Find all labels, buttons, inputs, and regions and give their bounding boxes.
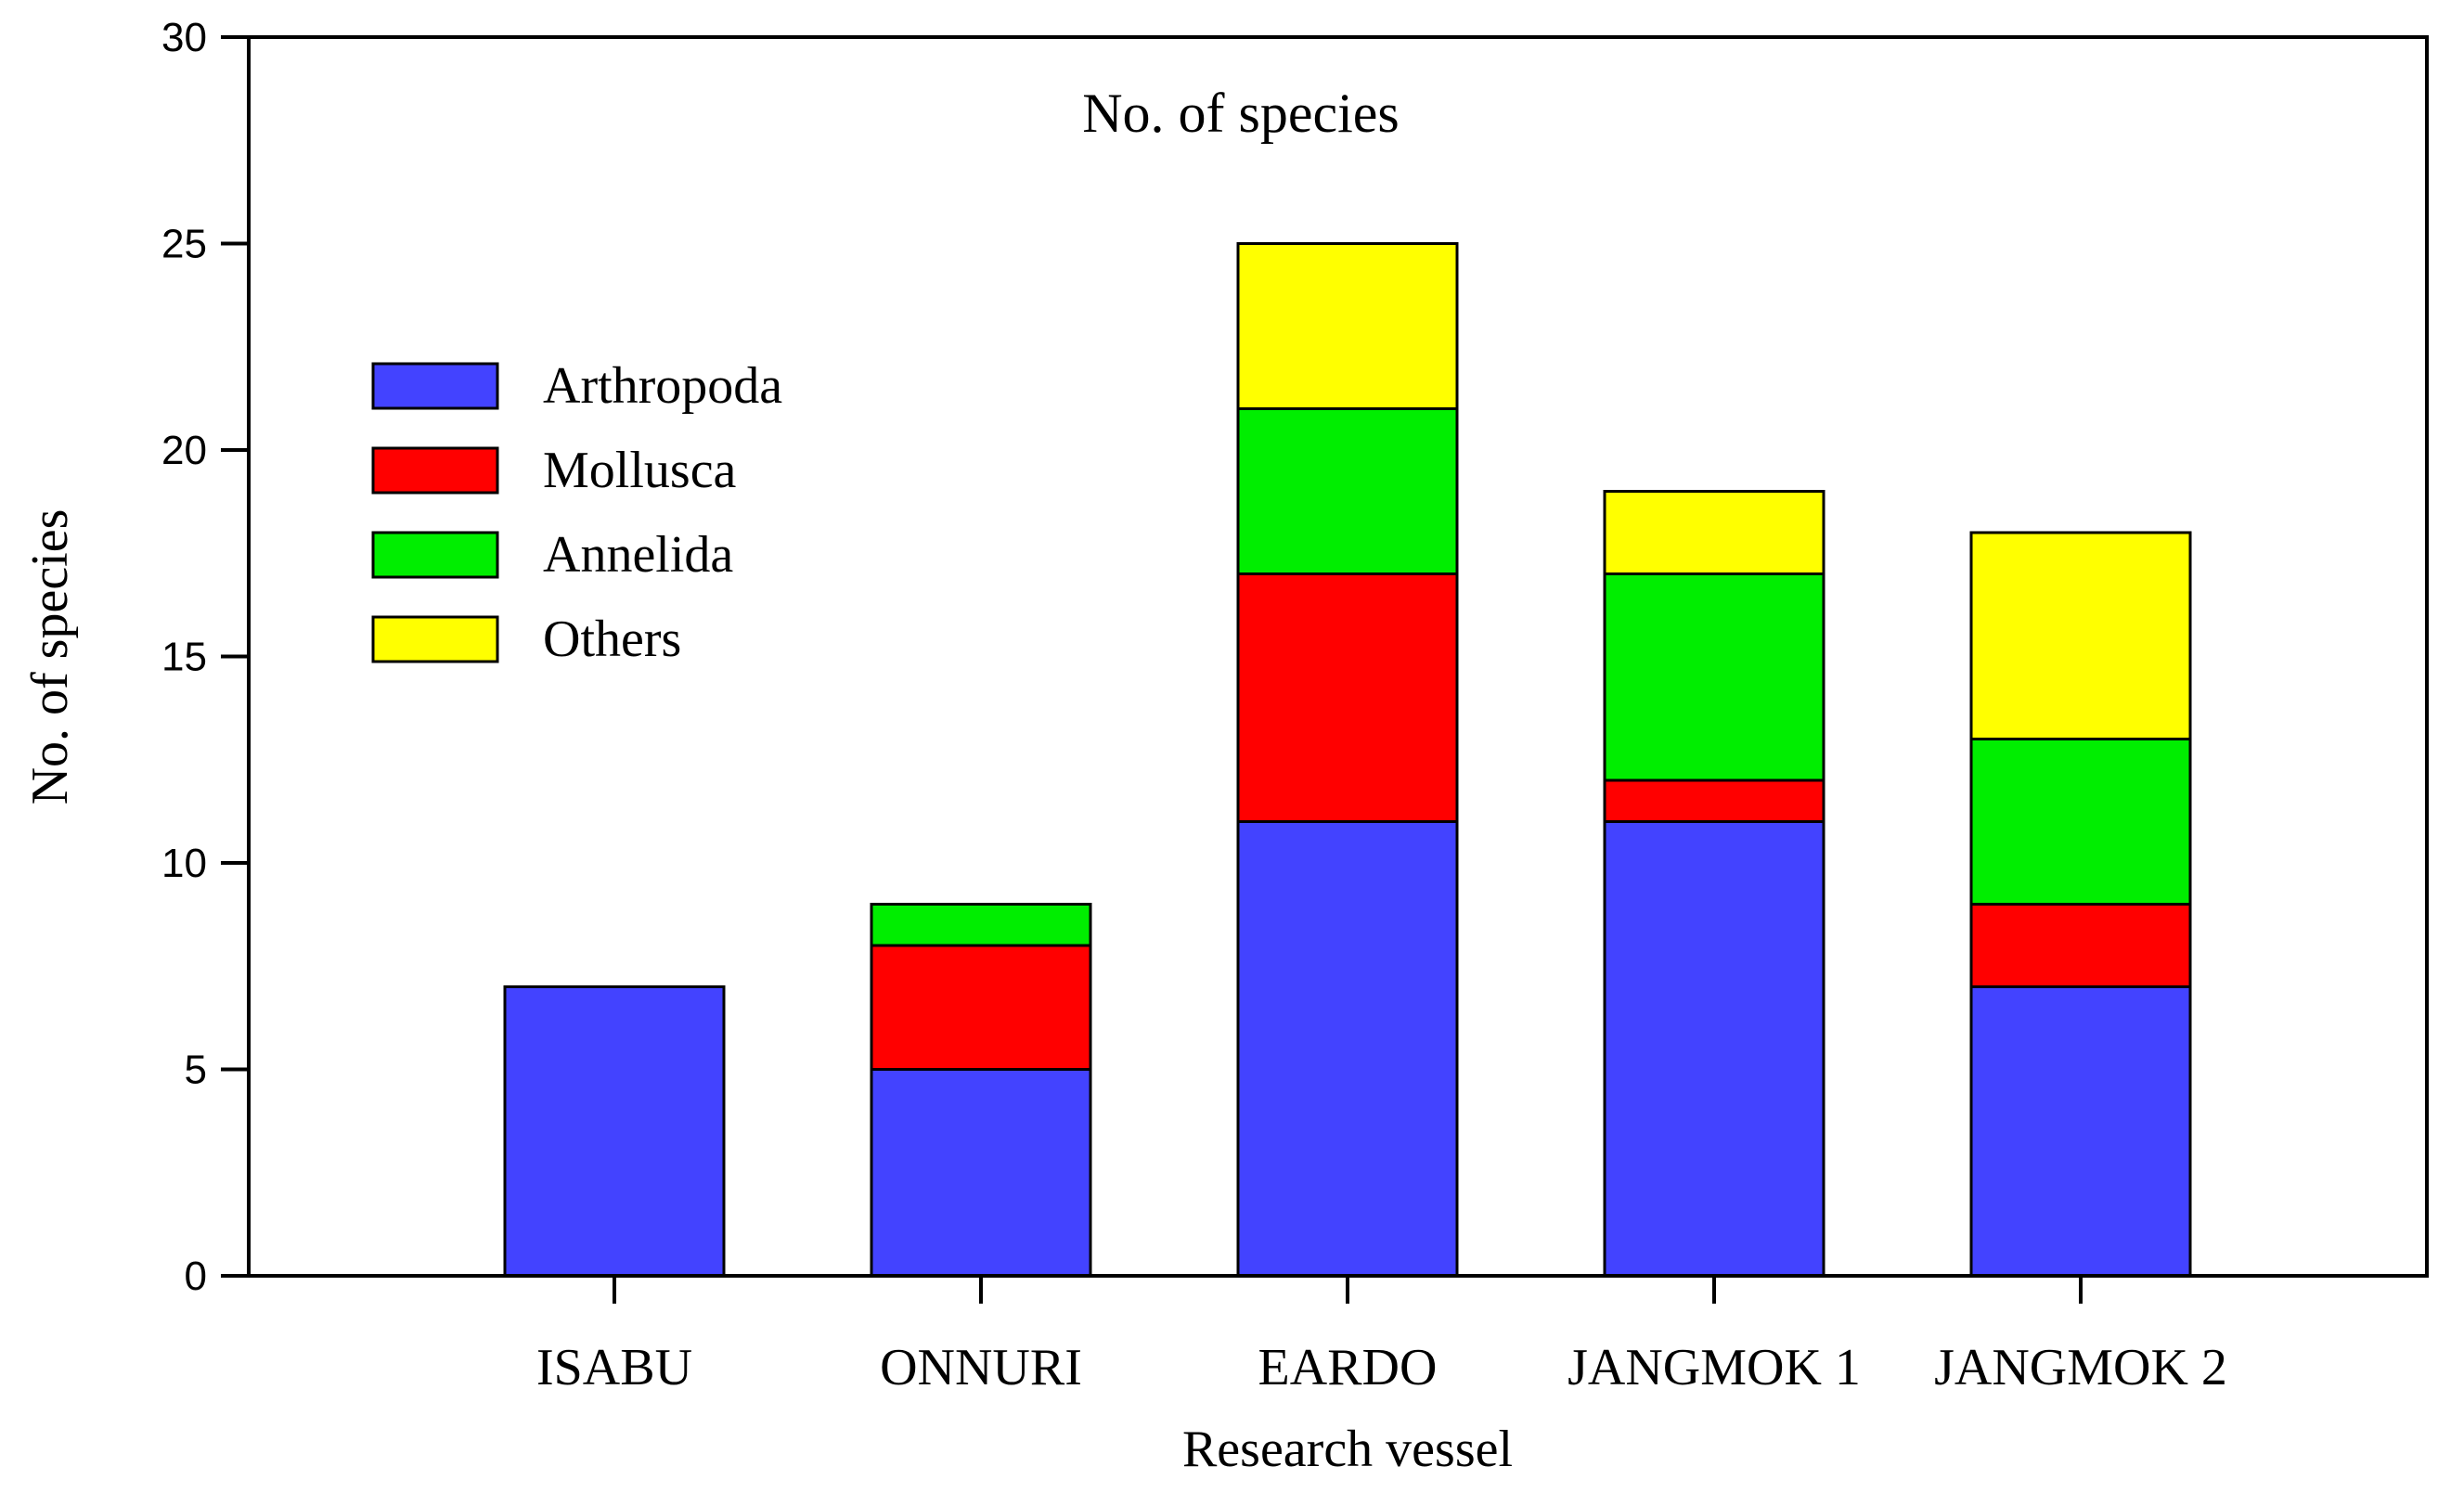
y-axis-title: No. of species (21, 509, 79, 805)
bar-mollusca-jangmok-1 (1603, 778, 1825, 823)
y-tick-label: 15 (161, 635, 207, 680)
bar-mollusca-onnuri (870, 944, 1092, 1071)
bar-arthropoda-jangmok-2 (1969, 985, 2192, 1278)
x-tick-label: ONNURI (880, 1339, 1082, 1396)
legend: Arthropoda Mollusca Annelida Others (371, 357, 782, 668)
x-tick-label: EARDO (1258, 1339, 1438, 1396)
y-tick-label: 0 (185, 1254, 207, 1299)
bar-arthropoda-eardo (1236, 820, 1459, 1278)
x-axis-title: Research vessel (1182, 1421, 1513, 1478)
legend-swatch-others (371, 615, 499, 663)
y-tick-label: 25 (161, 222, 207, 267)
chart-title: No. of species (1082, 83, 1400, 144)
bar-arthropoda-jangmok-1 (1603, 820, 1825, 1278)
x-tick-label: JANGMOK 1 (1567, 1339, 1861, 1396)
y-tick-label: 30 (161, 15, 207, 60)
y-tick-label: 5 (185, 1048, 207, 1093)
legend-label-others: Others (543, 611, 681, 668)
bar-others-jangmok-1 (1603, 490, 1825, 575)
y-tick-label: 20 (161, 428, 207, 473)
bar-arthropoda-onnuri (870, 1068, 1092, 1278)
x-tick-label: ISABU (536, 1339, 692, 1396)
legend-swatch-arthropoda (371, 362, 499, 410)
y-axis-ticks: 0 5 10 15 20 25 30 (161, 15, 249, 1299)
bar-mollusca-jangmok-2 (1969, 903, 2192, 988)
bar-annelida-eardo (1236, 407, 1459, 575)
legend-swatch-annelida (371, 531, 499, 579)
bar-annelida-jangmok-1 (1603, 572, 1825, 782)
legend-label-annelida: Annelida (543, 526, 733, 584)
x-axis-ticks: ISABU ONNURI EARDO JANGMOK 1 JANGMOK 2 (536, 1276, 2227, 1396)
legend-label-mollusca: Mollusca (543, 442, 737, 499)
bar-arthropoda-isabu (503, 985, 726, 1278)
legend-swatch-mollusca (371, 446, 499, 495)
bar-others-eardo (1236, 242, 1459, 410)
legend-label-arthropoda: Arthropoda (543, 357, 782, 415)
y-tick-label: 10 (161, 841, 207, 886)
bar-annelida-onnuri (870, 903, 1092, 947)
x-tick-label: JANGMOK 2 (1934, 1339, 2227, 1396)
bar-annelida-jangmok-2 (1969, 738, 2192, 906)
bar-mollusca-eardo (1236, 572, 1459, 823)
bars-group (503, 242, 2192, 1278)
bar-others-jangmok-2 (1969, 531, 2192, 740)
